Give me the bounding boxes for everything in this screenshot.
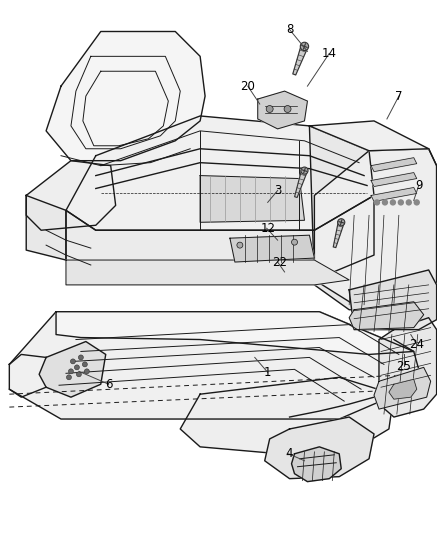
Circle shape (374, 200, 379, 205)
Polygon shape (200, 175, 304, 222)
Text: 9: 9 (415, 179, 423, 192)
Polygon shape (9, 312, 414, 419)
Polygon shape (66, 260, 349, 285)
Polygon shape (56, 312, 414, 354)
Polygon shape (371, 173, 417, 187)
Text: 6: 6 (105, 378, 113, 391)
Text: 14: 14 (322, 47, 337, 60)
Polygon shape (39, 342, 106, 397)
Polygon shape (293, 45, 308, 75)
Polygon shape (379, 318, 437, 417)
Text: 7: 7 (395, 90, 403, 102)
Polygon shape (66, 196, 374, 280)
Circle shape (78, 355, 83, 360)
Text: 25: 25 (396, 360, 411, 373)
Polygon shape (349, 270, 437, 329)
Polygon shape (230, 235, 314, 262)
Circle shape (301, 167, 308, 174)
Circle shape (284, 106, 291, 112)
Circle shape (74, 365, 79, 370)
Circle shape (266, 106, 273, 112)
Polygon shape (309, 121, 429, 151)
Polygon shape (258, 91, 307, 129)
Polygon shape (333, 222, 344, 247)
Polygon shape (295, 169, 307, 198)
Polygon shape (309, 126, 437, 310)
Polygon shape (371, 158, 417, 172)
Text: 1: 1 (264, 366, 272, 379)
Polygon shape (180, 377, 394, 454)
Polygon shape (265, 417, 374, 479)
Circle shape (292, 239, 297, 245)
Text: 4: 4 (286, 447, 293, 461)
Circle shape (300, 42, 309, 51)
Polygon shape (371, 188, 417, 201)
Polygon shape (389, 379, 417, 399)
Circle shape (398, 200, 403, 205)
Polygon shape (292, 447, 341, 482)
Circle shape (390, 200, 396, 205)
Text: 8: 8 (286, 23, 293, 36)
Circle shape (71, 359, 75, 364)
Circle shape (338, 219, 345, 226)
Text: 20: 20 (240, 79, 255, 93)
Circle shape (76, 372, 81, 377)
Polygon shape (374, 367, 431, 409)
Circle shape (85, 369, 89, 374)
Polygon shape (26, 160, 116, 230)
Polygon shape (66, 116, 374, 230)
Polygon shape (314, 149, 437, 305)
Text: 24: 24 (409, 338, 424, 351)
Text: 22: 22 (272, 255, 287, 269)
Circle shape (237, 242, 243, 248)
Circle shape (68, 369, 74, 374)
Polygon shape (26, 196, 66, 260)
Circle shape (67, 375, 71, 380)
Circle shape (82, 362, 87, 367)
Polygon shape (46, 31, 205, 160)
Polygon shape (349, 302, 424, 329)
Circle shape (382, 200, 388, 205)
Circle shape (414, 200, 419, 205)
Text: 3: 3 (274, 184, 281, 197)
Text: 12: 12 (260, 222, 275, 235)
Circle shape (406, 200, 411, 205)
